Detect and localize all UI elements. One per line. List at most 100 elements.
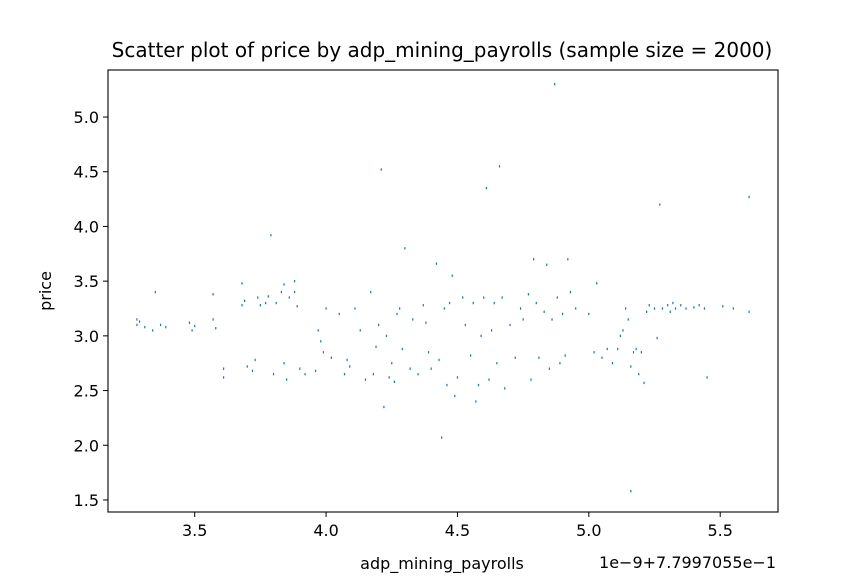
y-axis-ticks: 1.5 2.0 2.5 3.0 3.5 4.0 4.5 5.0 [74, 108, 108, 510]
data-point [372, 372, 374, 376]
data-point [496, 362, 498, 365]
data-point [674, 307, 677, 310]
data-point [425, 321, 427, 324]
data-point [383, 405, 385, 409]
data-point [286, 378, 288, 381]
data-point [343, 372, 346, 376]
data-point [194, 324, 196, 328]
data-point [165, 325, 167, 329]
data-point [254, 358, 256, 362]
data-point [159, 323, 162, 327]
data-point [338, 312, 340, 316]
data-point [643, 381, 645, 385]
y-tick-label: 3.0 [74, 327, 99, 346]
data-point [138, 320, 141, 323]
data-point [325, 307, 327, 310]
y-tick-label: 4.5 [74, 163, 99, 182]
data-point [569, 290, 572, 294]
data-points [136, 83, 750, 493]
data-point [427, 351, 430, 354]
data-point [320, 340, 322, 343]
data-point [417, 372, 419, 376]
data-point [567, 258, 569, 261]
data-point [601, 356, 603, 359]
data-point [593, 351, 595, 354]
data-point [535, 301, 537, 305]
data-point [346, 358, 348, 362]
data-point [241, 282, 243, 285]
data-point [627, 318, 629, 321]
data-point [559, 362, 561, 365]
data-point [267, 295, 269, 298]
data-point [509, 323, 511, 327]
data-point [430, 367, 432, 370]
data-point [314, 369, 317, 373]
data-point [575, 307, 577, 310]
data-point [659, 203, 661, 206]
data-point [472, 301, 474, 305]
data-point [296, 305, 298, 308]
y-tick-label: 5.0 [74, 108, 99, 127]
data-point [640, 351, 642, 354]
data-point [283, 362, 285, 365]
data-point [491, 329, 493, 332]
data-point [412, 318, 414, 321]
y-tick-label: 2.0 [74, 436, 99, 455]
plot-frame [107, 69, 779, 513]
data-point [212, 318, 214, 321]
data-point [483, 296, 485, 299]
data-point [748, 310, 750, 313]
data-point [669, 310, 671, 313]
data-point [409, 367, 411, 370]
data-point [380, 168, 382, 171]
data-point [241, 304, 243, 307]
data-point [703, 307, 706, 310]
y-tick-label: 1.5 [74, 491, 99, 510]
data-point [152, 329, 154, 332]
data-point [488, 378, 490, 381]
data-point [469, 354, 472, 357]
data-point [672, 301, 674, 305]
data-point [501, 296, 503, 299]
data-point [265, 301, 267, 305]
data-point [299, 367, 301, 370]
data-point [283, 283, 285, 286]
data-point [244, 299, 246, 303]
data-point [606, 347, 608, 351]
data-point [270, 234, 272, 237]
data-point [538, 356, 540, 359]
data-point [349, 365, 351, 368]
data-point [485, 186, 487, 190]
data-point [136, 318, 138, 321]
data-point [288, 296, 290, 299]
data-point [656, 336, 658, 340]
data-point [259, 304, 261, 307]
data-point [462, 296, 464, 299]
data-point [136, 323, 138, 327]
data-point [215, 327, 217, 330]
x-axis-ticks: 3.5 4.0 4.5 5.0 5.5 [182, 512, 733, 540]
data-point [454, 394, 456, 398]
data-point [401, 347, 403, 351]
data-point [293, 279, 296, 283]
data-point [272, 372, 275, 376]
data-point [561, 312, 564, 316]
data-point [370, 290, 372, 294]
data-point [619, 334, 621, 338]
chart-title: Scatter plot of price by adp_mining_payr… [112, 38, 773, 62]
x-tick-label: 4.0 [313, 521, 338, 540]
data-point [611, 362, 614, 365]
y-tick-label: 2.5 [74, 382, 99, 401]
data-point [441, 436, 443, 439]
data-point [188, 321, 191, 324]
data-point [280, 290, 283, 294]
data-point [317, 329, 319, 332]
data-point [330, 356, 332, 359]
data-point [630, 490, 632, 493]
data-point [391, 362, 393, 365]
data-point [698, 304, 700, 307]
x-axis-label: adp_mining_payrolls [360, 554, 524, 574]
data-point [443, 307, 445, 310]
data-point [653, 307, 656, 310]
